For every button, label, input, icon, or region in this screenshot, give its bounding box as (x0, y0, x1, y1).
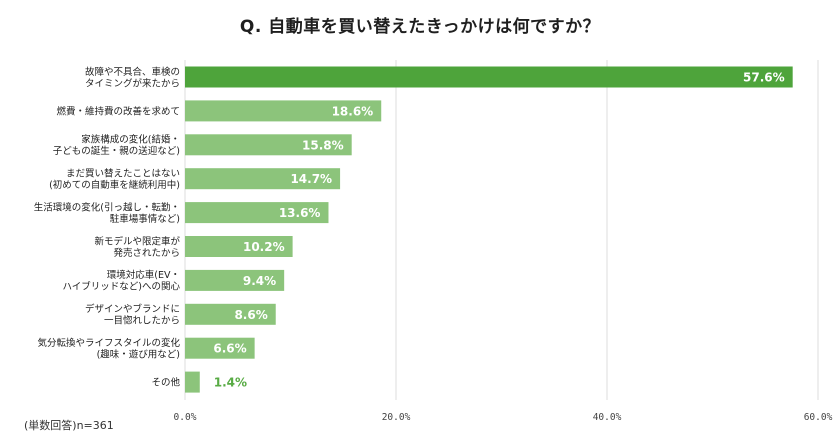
value-label: 13.6% (279, 206, 321, 220)
category-labels: 故障や不具合、車検のタイミングが来たから燃費・維持費の改善を求めて家族構成の変化… (34, 66, 181, 389)
category-label-line: (趣味・遊び用など) (97, 348, 180, 360)
category-label-line: 気分転換やライフスタイルの変化 (37, 337, 180, 349)
bar (185, 66, 793, 88)
category-label: 気分転換やライフスタイルの変化(趣味・遊び用など) (37, 337, 180, 361)
x-tick-label: 40.0% (593, 412, 622, 423)
chart-title: Q. 自動車を買い替えたきっかけは何ですか？ (239, 17, 601, 37)
category-label: デザインやブランドに一目惚れしたから (85, 303, 180, 327)
x-axis-ticks: 0.0% 20.0% 40.0% 60.0% (174, 412, 833, 423)
category-label-line: 駐車場事情など) (110, 213, 180, 225)
category-label: まだ買い替えたことはない(初めての自動車を継続利用中) (49, 167, 180, 191)
category-label: 生活環境の変化(引っ越し・転勤・駐車場事情など) (34, 201, 180, 225)
value-label: 18.6% (332, 104, 374, 118)
category-label-line: 子どもの誕生・親の送迎など) (53, 145, 180, 157)
category-label-line: ハイブリッドなど)への関心 (62, 281, 180, 293)
bars (185, 66, 793, 393)
bar (185, 134, 352, 156)
bar (185, 100, 382, 122)
category-label: その他 (151, 377, 180, 389)
bar (185, 168, 341, 190)
bar (185, 303, 276, 325)
category-label: 故障や不具合、車検のタイミングが来たから (85, 66, 180, 90)
value-label: 6.6% (213, 342, 246, 356)
x-tick-label: 0.0% (174, 412, 197, 423)
category-label: 環境対応車(EV・ハイブリッドなど)への関心 (62, 269, 180, 293)
category-label-line: タイミングが来たから (85, 77, 180, 89)
category-label-line: 新モデルや限定車が (94, 235, 180, 247)
value-label: 57.6% (743, 71, 785, 85)
category-label-line: 燃費・維持費の改善を求めて (56, 105, 180, 117)
category-label-line: (初めての自動車を継続利用中) (49, 179, 180, 191)
category-label-line: デザインやブランドに (85, 303, 180, 315)
bar (185, 269, 285, 291)
value-label: 10.2% (243, 240, 285, 254)
category-label-line: まだ買い替えたことはない (66, 167, 180, 179)
bar (185, 371, 200, 393)
x-tick-label: 20.0% (382, 412, 411, 423)
category-label-line: その他 (151, 377, 180, 389)
category-label: 新モデルや限定車が発売されたから (94, 235, 180, 259)
category-label-line: 故障や不具合、車検の (85, 66, 180, 78)
x-tick-label: 60.0% (804, 412, 833, 423)
category-label-line: 生活環境の変化(引っ越し・転勤・ (34, 201, 180, 213)
category-label: 燃費・維持費の改善を求めて (56, 105, 180, 117)
bar (185, 236, 293, 257)
category-label-line: 発売されたから (113, 247, 180, 259)
sample-size-note: (単数回答)n=361 (24, 419, 114, 432)
value-label: 8.6% (234, 308, 267, 322)
bar (185, 202, 329, 224)
bar (185, 337, 255, 359)
category-label: 家族構成の変化(結婚・子どもの誕生・親の送迎など) (53, 134, 180, 158)
category-label-line: 環境対応車(EV・ (107, 269, 180, 281)
value-label: 14.7% (290, 172, 332, 186)
value-labels: 57.6% 18.6% 15.8% 14.7% 13.6% 10.2% 9.4% 8.6% 6.… (213, 71, 784, 390)
value-label: 1.4% (214, 376, 247, 390)
category-label-line: 家族構成の変化(結婚・ (81, 134, 180, 146)
value-label: 9.4% (243, 274, 276, 288)
category-label-line: 一目惚れしたから (104, 315, 180, 327)
value-label: 15.8% (302, 138, 344, 152)
